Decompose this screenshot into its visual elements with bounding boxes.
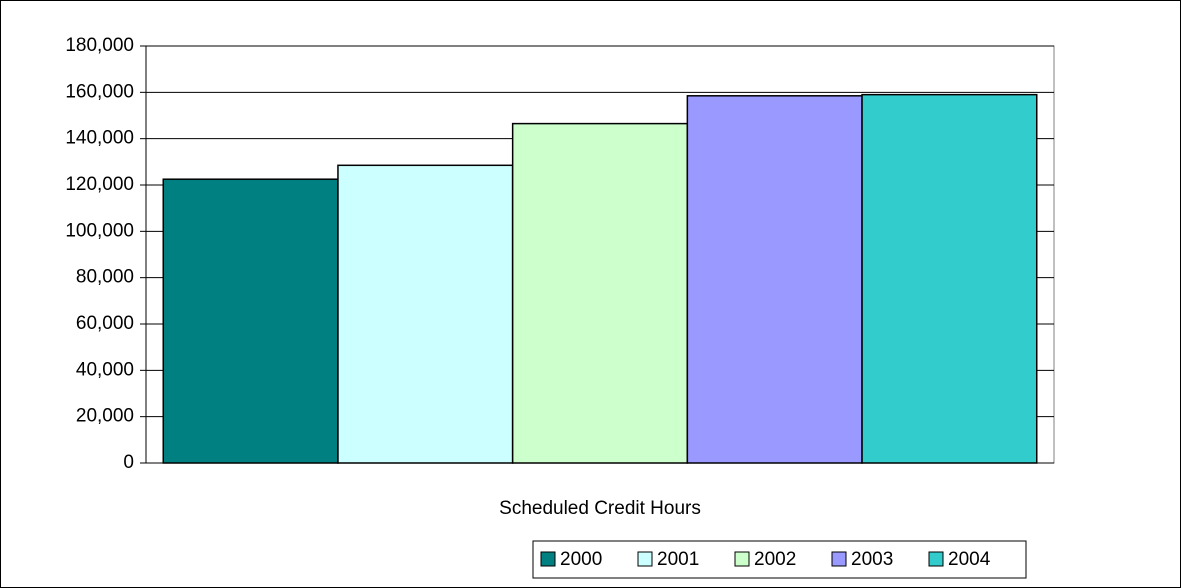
legend-swatch [540, 551, 556, 567]
bar [861, 93, 1038, 464]
x-tick-label: Scheduled Credit Hours [499, 498, 701, 519]
legend-box [532, 540, 1027, 579]
y-tick-label: 120,000 [65, 174, 134, 195]
y-tick-label: 40,000 [76, 359, 134, 380]
y-tick-label: 100,000 [65, 220, 134, 241]
bar [686, 95, 863, 464]
legend-label: 2003 [851, 549, 893, 570]
legend-label: 2002 [754, 549, 796, 570]
y-tick-label: 180,000 [65, 35, 134, 56]
legend-swatch [637, 551, 653, 567]
bar [511, 122, 689, 464]
legend-label: 2004 [948, 549, 991, 570]
bar [337, 164, 514, 464]
y-tick-label: 140,000 [65, 128, 134, 149]
bar [162, 178, 339, 464]
y-tick-label: 80,000 [76, 267, 134, 288]
y-tick-label: 160,000 [65, 81, 134, 102]
legend-label: 2001 [657, 549, 699, 570]
legend-label: 2000 [560, 549, 602, 570]
legend-swatch [734, 551, 750, 567]
legend-swatch [831, 551, 847, 567]
y-tick-label: 20,000 [76, 406, 134, 427]
legend-swatch [928, 551, 944, 567]
y-tick-label: 0 [123, 452, 134, 473]
y-tick-label: 60,000 [76, 313, 134, 334]
